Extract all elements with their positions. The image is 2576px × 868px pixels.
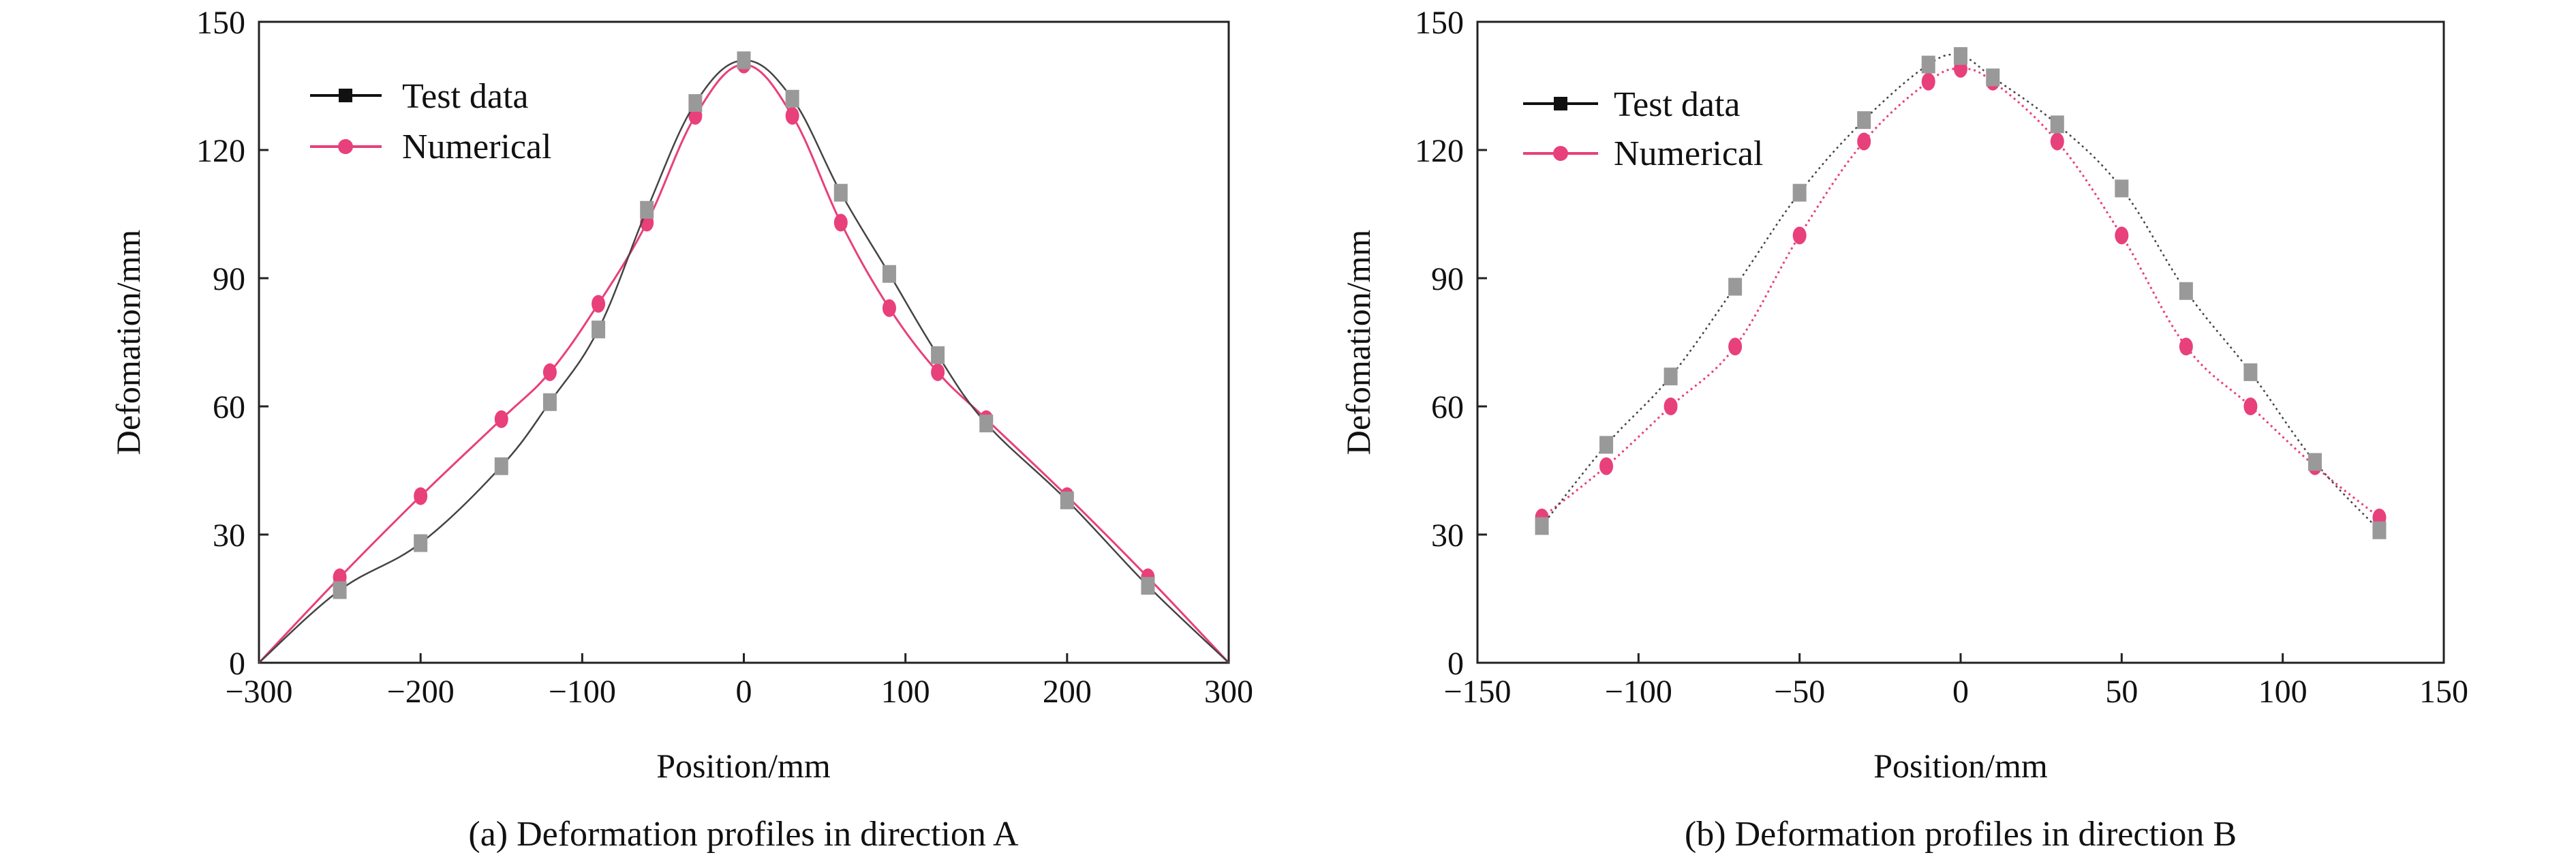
data-point-test-data [979,415,994,433]
data-point-test-data [688,94,703,113]
x-tick-label: 300 [1204,674,1253,710]
data-point-test-data [931,346,945,364]
legend-label-test-b: Test data [1614,85,1741,124]
y-axis-label-b: Defomation/mm [1339,230,1377,455]
data-point-test-data [1663,368,1678,386]
y-tick-label: 90 [1431,261,1464,297]
data-point-test-data [833,183,848,202]
data-point-test-data [414,534,428,552]
data-point-test-data [1141,577,1155,595]
data-point-test-data [2050,115,2064,134]
x-tick-label: −50 [1774,674,1825,710]
x-tick-label: 100 [881,674,930,710]
x-tick-label: −200 [387,674,455,710]
series-line-test-data-b [1541,53,2380,531]
legend-marker-test-b [1554,97,1567,110]
y-tick-label: 0 [229,646,245,682]
data-point-test-data [1792,183,1807,202]
legend-marker-numerical-b [1553,146,1568,161]
data-point-test-data [2243,363,2258,381]
data-point-test-data [737,51,751,70]
axes-a: −300 −200 −100 0 100 200 300 0 30 60 90 120 150 [196,5,1253,710]
legend-label-test-a: Test data [402,77,529,116]
x-tick-label: 100 [2258,674,2307,710]
data-point-test-data [1857,111,1871,130]
data-point-test-data [1535,517,1549,535]
data-point-numerical [1857,132,1871,151]
y-tick-label: 60 [213,389,245,425]
y-tick-label: 60 [1431,389,1464,425]
data-point-test-data [2307,453,2322,471]
x-tick-label: −300 [225,674,292,710]
y-tick-label: 30 [1431,518,1464,554]
data-point-numerical [1663,398,1678,415]
data-point-numerical [1921,72,1935,91]
legend-b: Test data Numerical [1523,85,1763,173]
data-point-test-data [1728,278,1743,296]
y-tick-label: 150 [1415,5,1464,41]
chart-panel-b: −150 −100 −50 0 50 100 150 0 30 60 90 120 150 Positi… [1339,5,2468,854]
data-point-numerical [414,487,428,505]
data-point-numerical [2179,338,2193,356]
caption-a: (a) Deformation profiles in direction A [468,815,1019,854]
data-point-test-data [1060,491,1074,509]
data-point-numerical [882,299,896,317]
data-point-numerical [1792,226,1807,245]
data-point-numerical [833,213,848,232]
data-point-test-data [494,457,508,475]
x-tick-label: 200 [1043,674,1092,710]
data-point-numerical [785,106,799,125]
data-point-numerical [592,295,606,313]
data-point-numerical [494,410,508,428]
data-point-test-data [592,320,606,339]
legend-a: Test data Numerical [310,77,551,166]
legend-label-numerical-a: Numerical [402,128,551,166]
x-tick-label: 0 [1952,674,1969,710]
caption-b: (b) Deformation profiles in direction B [1685,815,2237,854]
data-point-test-data [785,89,799,108]
y-tick-label: 30 [213,518,245,554]
y-tick-label: 120 [196,133,245,169]
data-point-numerical [542,363,557,381]
data-point-numerical [2050,132,2064,151]
y-tick-label: 0 [1447,646,1464,682]
data-point-test-data [2179,282,2193,300]
x-tick-label: −150 [1443,674,1511,710]
series-a [258,51,1230,664]
y-tick-label: 120 [1415,133,1464,169]
x-tick-label: 0 [736,674,752,710]
data-point-test-data [882,265,896,283]
data-point-test-data [1921,55,1935,74]
x-tick-label: 150 [2419,674,2468,710]
y-tick-label: 150 [196,5,245,41]
legend-marker-numerical-a [338,139,353,154]
axes-b: −150 −100 −50 0 50 100 150 0 30 60 90 120 150 [1415,5,2468,710]
data-point-test-data [640,200,654,219]
x-axis-label-b: Position/mm [1873,747,2048,785]
legend-label-numerical-b: Numerical [1614,134,1763,173]
data-point-numerical [2115,226,2129,245]
data-point-numerical [931,363,945,381]
x-tick-label: −100 [1605,674,1672,710]
data-point-test-data [1599,436,1614,454]
data-point-test-data [2115,179,2129,198]
y-tick-label: 90 [213,261,245,297]
data-point-numerical [1728,338,1743,356]
data-point-numerical [2243,398,2258,415]
data-point-test-data [2372,521,2387,539]
x-tick-label: −100 [549,674,616,710]
data-point-test-data [1954,47,1967,65]
chart-panel-a: −300 −200 −100 0 100 200 300 0 30 60 90 120 150 Posi… [109,5,1253,854]
data-point-test-data [1986,68,2000,87]
plot-frame-a [258,20,1230,664]
series-b [1535,47,2387,539]
data-point-numerical [1599,457,1614,475]
x-axis-label-a: Position/mm [656,747,831,785]
legend-marker-test-a [339,89,352,102]
data-point-test-data [333,581,347,599]
x-tick-label: 50 [2105,674,2138,710]
data-point-test-data [542,393,557,411]
y-axis-label-a: Defomation/mm [109,230,147,455]
